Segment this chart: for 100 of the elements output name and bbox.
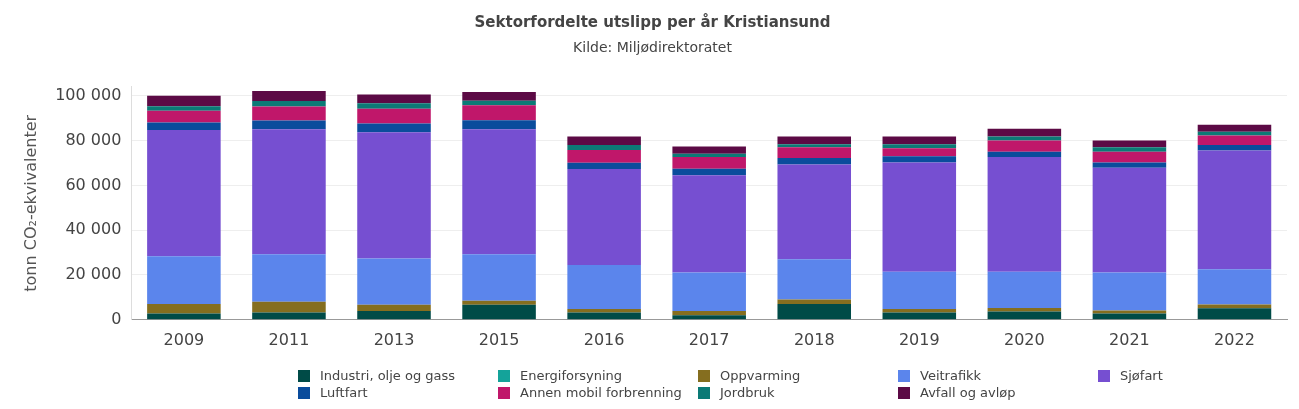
bar <box>672 311 746 316</box>
bar <box>777 136 852 145</box>
legend-label: Sjøfart <box>1120 368 1163 383</box>
bar <box>147 256 221 304</box>
legend-label: Avfall og avløp <box>920 385 1016 400</box>
bar <box>672 146 746 154</box>
bar <box>672 156 746 169</box>
y-tick-label: 80 000 <box>65 129 122 149</box>
bar <box>1092 151 1167 163</box>
x-tick-label: 2022 <box>1214 329 1255 349</box>
bar <box>777 147 852 159</box>
bar <box>987 151 1062 157</box>
bar <box>147 122 221 131</box>
bar <box>567 312 641 320</box>
y-tick-label: 40 000 <box>65 219 122 239</box>
bar <box>672 168 746 176</box>
bar <box>462 100 536 106</box>
bar <box>147 110 221 123</box>
bar <box>1197 124 1272 132</box>
y-axis-title: tonn CO₂-ekvivalenter <box>20 114 40 292</box>
bar <box>672 153 746 157</box>
bar <box>147 106 221 111</box>
bar <box>462 300 536 305</box>
x-tick-label: 2018 <box>793 329 835 349</box>
bar <box>882 144 957 149</box>
x-tick-label: 2015 <box>478 329 520 349</box>
y-tick-label: 100 000 <box>55 84 122 104</box>
bar <box>462 304 536 320</box>
y-tick-label: 60 000 <box>65 174 122 194</box>
bar <box>882 271 957 310</box>
bar <box>882 162 957 272</box>
bar <box>987 156 1062 272</box>
bar <box>672 315 746 320</box>
bar <box>567 136 641 146</box>
x-tick-label: 2021 <box>1109 329 1150 349</box>
bar <box>672 272 746 312</box>
bar <box>1197 269 1272 305</box>
x-tick-label: 2016 <box>583 329 625 349</box>
legend-label: Oppvarming <box>720 368 801 383</box>
bar <box>1197 308 1272 320</box>
bar <box>462 91 536 101</box>
chart-title: Sektorfordelte utslipp per år Kristiansund <box>474 12 831 31</box>
bar <box>252 100 326 107</box>
y-tick-label: 20 000 <box>65 264 122 284</box>
bar <box>1092 147 1167 152</box>
bar <box>462 105 536 121</box>
bar <box>777 299 852 304</box>
bar <box>987 136 1062 141</box>
bar <box>567 169 641 265</box>
bar <box>252 129 326 255</box>
bar <box>147 130 221 257</box>
legend-label: Energiforsyning <box>520 368 623 383</box>
x-tick-label: 2011 <box>268 329 310 349</box>
bar <box>777 164 852 260</box>
bar <box>882 312 957 320</box>
bar <box>1092 167 1167 273</box>
bar <box>252 120 326 130</box>
bar <box>987 128 1062 137</box>
bar <box>882 156 957 163</box>
bar <box>147 303 221 314</box>
bar <box>357 103 431 109</box>
bar <box>357 304 431 312</box>
bar <box>357 258 431 305</box>
bar <box>567 145 641 150</box>
bar <box>777 158 852 165</box>
bar <box>882 136 957 145</box>
bar <box>147 95 221 107</box>
legend-label: Veitrafikk <box>920 368 982 383</box>
legend-label: Jordbruk <box>720 385 775 400</box>
bar <box>777 144 852 148</box>
bar <box>882 148 957 157</box>
x-tick-label: 2017 <box>688 329 730 349</box>
bar <box>462 129 536 255</box>
x-tick-label: 2009 <box>163 329 205 349</box>
bar <box>252 312 326 320</box>
bar <box>1092 162 1167 168</box>
bar <box>252 91 326 101</box>
bar <box>462 254 536 301</box>
bar <box>252 301 326 313</box>
chart-subtitle: Kilde: Miljødirektoratet <box>573 39 733 56</box>
bar <box>777 303 852 320</box>
bar <box>1092 272 1167 311</box>
legend-label: Industri, olje og gass <box>320 368 456 383</box>
bar <box>567 309 641 313</box>
bar <box>777 259 852 300</box>
bar <box>1197 150 1272 270</box>
legend-label: Annen mobil forbrenning <box>520 385 682 400</box>
bar <box>357 108 431 124</box>
bar <box>1197 135 1272 146</box>
bar <box>987 271 1062 308</box>
bar <box>357 123 431 133</box>
x-tick-label: 2013 <box>373 329 415 349</box>
bar <box>987 140 1062 152</box>
bar <box>357 132 431 259</box>
bar <box>252 106 326 121</box>
bar <box>987 307 1062 312</box>
bar <box>567 149 641 163</box>
bar <box>1092 310 1167 314</box>
bar <box>252 254 326 302</box>
bar <box>567 162 641 170</box>
